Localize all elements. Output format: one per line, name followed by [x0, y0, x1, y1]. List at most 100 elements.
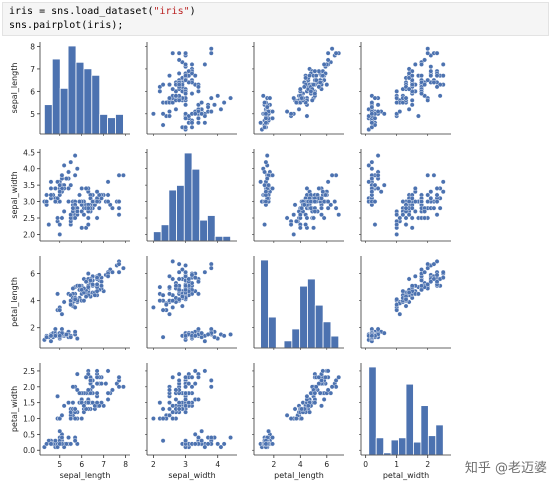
x-tick-label: 5 [57, 460, 62, 469]
y-tick-label: 2.0 [23, 383, 35, 392]
histogram-bar-petal_length [283, 340, 293, 349]
scatter-point [57, 441, 63, 447]
scatter-point [151, 111, 156, 117]
scatter-point [176, 296, 182, 302]
scatter-point [258, 179, 264, 185]
scatter-point [183, 115, 188, 121]
scatter-point [336, 374, 342, 380]
scatter-point [419, 91, 424, 97]
scatter-point [57, 182, 63, 188]
x-tick-label: 6 [79, 460, 84, 469]
scatter-point [419, 62, 424, 67]
scatter-point [167, 311, 172, 317]
scatter-point [83, 186, 89, 191]
scatter-point [313, 77, 319, 83]
histogram-bar-sepal_length [107, 117, 116, 135]
scatter-point [403, 215, 409, 221]
scatter-point [301, 84, 307, 90]
scatter-point [94, 400, 100, 406]
x-tick-label: 8 [123, 460, 128, 469]
scatter-point [267, 95, 273, 101]
histogram-bar-sepal_length [51, 58, 61, 135]
scatter-point [425, 282, 431, 287]
scatter-point [121, 172, 126, 178]
scatter-point [369, 326, 375, 332]
scatter-point [412, 186, 418, 191]
scatter-point [94, 215, 100, 221]
scatter-point [192, 333, 198, 339]
scatter-point [52, 326, 58, 332]
scatter-point [394, 307, 400, 313]
scatter-point [266, 182, 271, 188]
histogram-bar-petal_width [398, 437, 407, 456]
histogram-bar-petal_length [268, 316, 277, 349]
scatter-point [196, 120, 201, 126]
y-axis-label: petal_width [10, 386, 19, 432]
scatter-point [160, 82, 166, 88]
scatter-point [212, 334, 217, 340]
scatter-point [55, 215, 60, 221]
scatter-point [323, 374, 328, 380]
scatter-point [375, 186, 381, 191]
scatter-point [103, 381, 109, 387]
scatter-point [186, 79, 192, 85]
scatter-point [99, 195, 104, 201]
scatter-point [192, 441, 198, 447]
scatter-point [186, 400, 192, 406]
scatter-point [293, 218, 299, 224]
scatter-point [199, 100, 205, 105]
scatter-point [260, 93, 266, 99]
scatter-point [299, 205, 305, 211]
scatter-point [94, 381, 100, 387]
scatter-point [196, 435, 201, 440]
scatter-point [77, 192, 82, 198]
scatter-point [88, 378, 93, 383]
scatter-point [297, 225, 303, 231]
scatter-point [55, 291, 60, 297]
scatter-point [412, 199, 418, 204]
scatter-point [170, 416, 176, 421]
scatter-point [312, 199, 318, 204]
scatter-point [90, 384, 96, 390]
scatter-point [68, 334, 74, 340]
scatter-point [189, 384, 195, 390]
scatter-point [107, 202, 113, 208]
scatter-point [92, 292, 98, 298]
code-cell[interactable]: iris = sns.load_dataset("iris") sns.pair… [2, 2, 549, 36]
scatter-point [375, 153, 381, 158]
scatter-point [176, 50, 182, 56]
histogram-bar-sepal_length [59, 87, 69, 135]
scatter-point [400, 288, 406, 294]
scatter-point [160, 416, 166, 421]
scatter-point [263, 115, 269, 121]
scatter-point [170, 259, 176, 264]
scatter-point [72, 329, 78, 335]
scatter-point [63, 441, 69, 447]
scatter-point [44, 441, 49, 447]
scatter-point [72, 153, 78, 158]
scatter-point [88, 277, 93, 283]
scatter-point [192, 431, 198, 437]
scatter-point [270, 435, 275, 440]
scatter-point [192, 275, 198, 281]
scatter-point [263, 120, 269, 126]
scatter-point [262, 222, 267, 227]
scatter-point [176, 400, 182, 406]
scatter-point [308, 199, 314, 204]
scatter-point [325, 179, 331, 185]
histogram-bar-sepal_width [222, 235, 231, 242]
scatter-point [324, 82, 330, 88]
x-tick-label: 4 [215, 460, 220, 469]
scatter-point [325, 387, 331, 393]
scatter-point [48, 192, 54, 198]
histogram-bar-petal_length [260, 259, 269, 349]
scatter-point [218, 106, 224, 112]
scatter-point [409, 205, 415, 211]
x-tick-label: 2 [151, 460, 156, 469]
histogram-bar-petal_width [435, 424, 444, 456]
scatter-point [304, 393, 310, 399]
y-tick-label: 2.5 [23, 367, 35, 376]
scatter-point [312, 68, 318, 74]
scatter-point [176, 82, 182, 88]
scatter-point [170, 403, 176, 409]
